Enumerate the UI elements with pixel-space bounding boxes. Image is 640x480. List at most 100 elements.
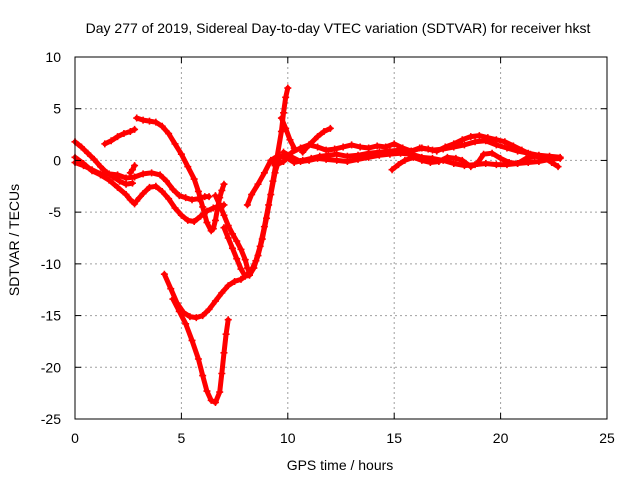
data-point xyxy=(220,349,228,357)
data-point xyxy=(131,173,139,181)
y-tick-label: -10 xyxy=(41,256,61,272)
data-point xyxy=(556,154,564,162)
data-point xyxy=(260,169,268,177)
data-point xyxy=(218,289,226,297)
series-line xyxy=(212,85,291,276)
series-line xyxy=(389,150,561,173)
data-point xyxy=(409,153,417,161)
data-point xyxy=(220,224,228,232)
data-point xyxy=(348,141,356,149)
data-point xyxy=(188,336,196,344)
data-point xyxy=(220,211,228,219)
y-tick-label: -25 xyxy=(41,411,61,427)
x-tick-label: 10 xyxy=(280,430,296,446)
data-point xyxy=(220,180,228,188)
data-point xyxy=(492,161,500,169)
data-point xyxy=(539,153,547,161)
data-point xyxy=(343,157,351,165)
data-point xyxy=(186,313,194,321)
data-point xyxy=(175,307,183,315)
data-point xyxy=(171,204,179,212)
data-point xyxy=(122,191,130,199)
data-point xyxy=(388,166,396,174)
data-point xyxy=(199,203,207,211)
data-point xyxy=(131,125,139,133)
data-point xyxy=(460,141,468,149)
data-point xyxy=(224,222,232,230)
data-point xyxy=(531,152,539,160)
data-point xyxy=(401,156,409,164)
data-point xyxy=(169,295,177,303)
data-point xyxy=(116,177,124,185)
data-point xyxy=(482,160,490,168)
x-tick-label: 25 xyxy=(599,430,615,446)
data-point xyxy=(248,191,256,199)
data-point xyxy=(165,195,173,203)
data-point xyxy=(320,127,328,135)
data-point xyxy=(333,156,341,164)
data-point xyxy=(190,175,198,183)
data-point xyxy=(218,186,226,194)
data-point xyxy=(424,145,432,153)
data-point xyxy=(286,136,294,144)
y-tick-label: -20 xyxy=(41,359,61,375)
data-point xyxy=(382,143,390,151)
data-point xyxy=(243,264,251,272)
data-point xyxy=(152,118,160,126)
data-point xyxy=(184,163,192,171)
data-point xyxy=(480,150,488,158)
data-point xyxy=(158,187,166,195)
data-point xyxy=(394,161,402,169)
data-point xyxy=(182,320,190,328)
data-point xyxy=(122,180,130,188)
data-point xyxy=(280,157,288,165)
data-point xyxy=(277,114,285,122)
data-point xyxy=(120,130,128,138)
data-point xyxy=(418,156,426,164)
data-point xyxy=(522,154,530,162)
data-point xyxy=(501,138,509,146)
data-point xyxy=(194,187,202,195)
data-point xyxy=(322,146,330,154)
data-point xyxy=(254,252,262,260)
data-point xyxy=(231,277,239,285)
data-point xyxy=(271,169,279,177)
data-point xyxy=(475,132,483,140)
data-point xyxy=(484,134,492,142)
data-point xyxy=(203,387,211,395)
data-point xyxy=(199,372,207,380)
data-point xyxy=(314,154,322,162)
data-point xyxy=(233,237,241,245)
data-point xyxy=(288,148,296,156)
data-point xyxy=(216,388,224,396)
data-point xyxy=(194,355,202,363)
data-point xyxy=(473,160,481,168)
data-point xyxy=(277,127,285,135)
data-point xyxy=(105,170,113,178)
data-point xyxy=(145,183,153,191)
data-point xyxy=(158,122,166,130)
data-point xyxy=(105,176,113,184)
data-point xyxy=(297,144,305,152)
data-point xyxy=(433,147,441,155)
series-arc-15 xyxy=(299,124,334,156)
data-point xyxy=(435,157,443,165)
x-tick-label: 15 xyxy=(386,430,402,446)
data-point xyxy=(126,127,134,135)
data-point xyxy=(254,180,262,188)
series-arc-11 xyxy=(169,295,232,406)
data-point xyxy=(407,147,415,155)
data-point xyxy=(177,211,185,219)
axis-ticks: 0 5 10 15 20 25 -25 -20 -15 -10 -5 0 5 10 xyxy=(41,49,615,446)
data-point xyxy=(426,158,434,166)
series-arc-5 xyxy=(133,182,228,225)
x-tick-label: 5 xyxy=(178,430,186,446)
data-point xyxy=(390,140,398,148)
data-point xyxy=(284,84,292,92)
data-point xyxy=(77,143,85,151)
series-arc-2 xyxy=(71,153,139,208)
series-arc-18 xyxy=(388,149,562,174)
data-point xyxy=(458,156,466,164)
data-point xyxy=(243,201,251,209)
data-point xyxy=(90,155,98,163)
